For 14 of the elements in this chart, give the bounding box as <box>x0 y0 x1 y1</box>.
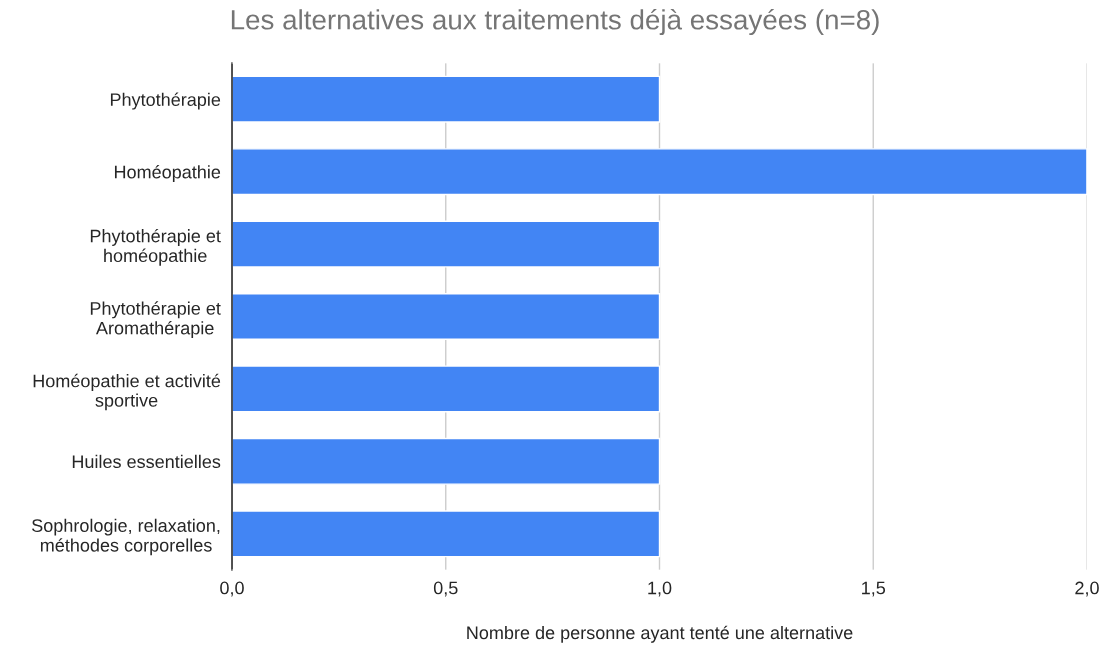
y-tick-label: Phytothérapie et homéopathie <box>90 228 221 266</box>
y-tick-label: Homéopathie et activité sportive <box>33 373 221 411</box>
chart-title: Les alternatives aux traitements déjà essayées (n=8) <box>231 8 879 36</box>
x-tick-label: 2,0 <box>1075 581 1099 597</box>
x-tick-label: 0,0 <box>220 581 244 597</box>
y-tick-label: Sophrologie, relaxation, méthodes corporelles <box>32 518 220 556</box>
x-axis-title: Nombre de personne ayant tenté une alternative <box>467 625 853 643</box>
y-tick-label: Phytothérapie et Aromathérapie <box>90 301 221 339</box>
x-tick-label: 1,0 <box>648 581 672 597</box>
y-tick-label: Phytothérapie <box>110 92 221 110</box>
y-tick-label: Huiles essentielles <box>72 454 221 469</box>
x-tick-label: 0,5 <box>433 581 458 597</box>
y-tick-label: Homéopathie <box>114 164 221 183</box>
x-tick-label: 1,5 <box>862 581 886 597</box>
